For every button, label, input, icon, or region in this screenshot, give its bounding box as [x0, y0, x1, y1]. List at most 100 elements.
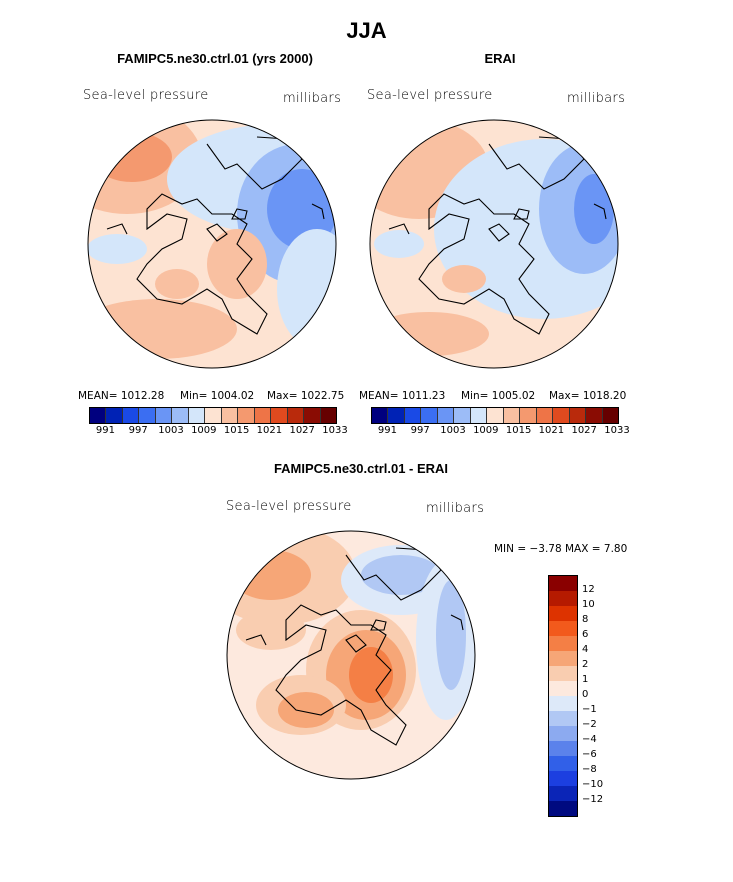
colorbar-swatch — [421, 408, 438, 423]
diff-variable-label: Sea-level pressure — [226, 499, 352, 514]
model-colorbar — [89, 407, 337, 424]
obs-variable-label: Sea-level pressure — [367, 88, 493, 103]
model-max-stat: Max= 1022.75 — [267, 390, 345, 402]
colorbar-tick-label: 1033 — [322, 425, 348, 436]
obs-colorbar-ticks: 991 997 1003 1009 1015 1021 1027 1033 — [371, 425, 630, 439]
colorbar-tick-label: 1003 — [440, 425, 466, 436]
colorbar-tick-label: 1015 — [223, 425, 250, 436]
colorbar-swatch — [188, 408, 206, 423]
colorbar-swatch — [549, 756, 577, 771]
colorbar-tick-label: 1033 — [604, 425, 630, 436]
colorbar-swatch — [372, 408, 389, 423]
diff-panel-title: FAMIPC5.ne30.ctrl.01 - ERAI — [273, 461, 449, 476]
diff-colorbar-ticks: 12 10 8 6 4 2 1 0 −1 −2 −4 −6 −8 −10 −12 — [582, 575, 622, 820]
colorbar-swatch — [304, 408, 321, 423]
colorbar-swatch — [172, 408, 189, 423]
colorbar-tick-label: −10 — [582, 779, 604, 790]
colorbar-swatch — [549, 801, 577, 816]
model-panel-title: FAMIPC5.ne30.ctrl.01 (yrs 2000) — [117, 51, 313, 66]
diff-polar-map — [226, 530, 476, 780]
obs-panel-title: ERAI — [484, 51, 516, 66]
model-polar-map — [87, 119, 337, 369]
colorbar-tick-label: 1027 — [289, 425, 315, 436]
colorbar-tick-label: 991 — [95, 425, 115, 436]
colorbar-tick-label: 997 — [410, 425, 430, 436]
page-title: JJA — [346, 18, 387, 43]
colorbar-swatch — [454, 408, 471, 423]
colorbar-swatch — [205, 408, 222, 423]
model-min-stat: Min= 1004.02 — [180, 390, 255, 402]
colorbar-swatch — [155, 408, 173, 423]
colorbar-swatch — [549, 681, 577, 696]
colorbar-swatch — [320, 408, 337, 423]
colorbar-swatch — [90, 408, 107, 423]
colorbar-tick-label: 1009 — [191, 425, 217, 436]
colorbar-swatch — [549, 666, 577, 681]
colorbar-swatch — [549, 621, 577, 636]
colorbar-tick-label: −2 — [582, 719, 597, 730]
colorbar-swatch — [549, 591, 577, 606]
obs-colorbar — [371, 407, 619, 424]
colorbar-swatch — [287, 408, 305, 423]
colorbar-tick-label: −6 — [582, 749, 597, 760]
colorbar-swatch — [549, 606, 577, 621]
colorbar-swatch — [122, 408, 140, 423]
obs-units-label: millibars — [567, 91, 626, 106]
colorbar-swatch — [106, 408, 123, 423]
colorbar-tick-label: −8 — [582, 764, 597, 775]
colorbar-swatch — [549, 711, 577, 726]
diff-minmax-stat: MIN = −3.78 MAX = 7.80 — [494, 543, 628, 555]
colorbar-tick-label: −1 — [582, 704, 597, 715]
colorbar-tick-label: 1003 — [158, 425, 184, 436]
colorbar-swatch — [271, 408, 288, 423]
colorbar-tick-label: −4 — [582, 734, 597, 745]
colorbar-swatch — [503, 408, 521, 423]
colorbar-swatch — [586, 408, 603, 423]
colorbar-swatch — [569, 408, 587, 423]
colorbar-swatch — [549, 786, 577, 801]
colorbar-swatch — [470, 408, 488, 423]
colorbar-swatch — [553, 408, 570, 423]
model-variable-label: Sea-level pressure — [83, 88, 209, 103]
colorbar-swatch — [602, 408, 619, 423]
obs-max-stat: Max= 1018.20 — [549, 390, 627, 402]
colorbar-swatch — [139, 408, 156, 423]
colorbar-tick-label: 1009 — [473, 425, 499, 436]
colorbar-tick-label: 0 — [582, 689, 589, 700]
colorbar-swatch — [404, 408, 422, 423]
colorbar-swatch — [437, 408, 455, 423]
colorbar-swatch — [549, 576, 577, 591]
colorbar-swatch — [549, 771, 577, 786]
model-colorbar-ticks: 991 997 1003 1009 1015 1021 1027 1033 — [89, 425, 348, 439]
colorbar-swatch — [549, 741, 577, 756]
colorbar-swatch — [388, 408, 405, 423]
colorbar-tick-label: 991 — [377, 425, 397, 436]
colorbar-swatch — [221, 408, 239, 423]
colorbar-tick-label: 8 — [582, 614, 589, 625]
colorbar-swatch — [238, 408, 255, 423]
colorbar-tick-label: 2 — [582, 659, 589, 670]
colorbar-swatch — [549, 726, 577, 741]
colorbar-tick-label: 1021 — [256, 425, 283, 436]
colorbar-swatch — [536, 408, 554, 423]
colorbar-tick-label: 6 — [582, 629, 589, 640]
obs-polar-map — [369, 119, 619, 369]
colorbar-tick-label: 997 — [128, 425, 148, 436]
model-mean-stat: MEAN= 1012.28 — [78, 390, 165, 402]
colorbar-swatch — [549, 636, 577, 651]
obs-min-stat: Min= 1005.02 — [461, 390, 536, 402]
colorbar-tick-label: 10 — [582, 599, 595, 610]
colorbar-tick-label: 12 — [582, 584, 595, 595]
obs-mean-stat: MEAN= 1011.23 — [359, 390, 446, 402]
colorbar-swatch — [520, 408, 537, 423]
diff-colorbar — [548, 575, 578, 817]
diff-units-label: millibars — [426, 501, 485, 516]
colorbar-tick-label: 4 — [582, 644, 589, 655]
colorbar-tick-label: −12 — [582, 794, 604, 805]
model-units-label: millibars — [283, 91, 342, 106]
colorbar-swatch — [487, 408, 504, 423]
colorbar-swatch — [549, 651, 577, 666]
colorbar-swatch — [254, 408, 272, 423]
colorbar-tick-label: 1 — [582, 674, 589, 685]
colorbar-tick-label: 1027 — [571, 425, 597, 436]
